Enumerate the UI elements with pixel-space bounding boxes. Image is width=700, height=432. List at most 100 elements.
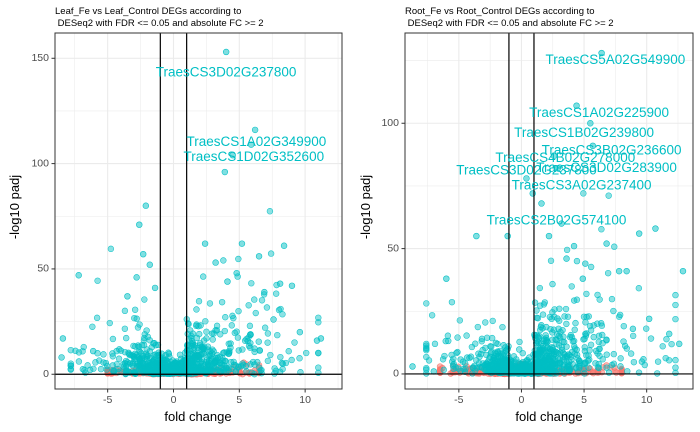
point-significant: [549, 280, 556, 288]
point-significant: [499, 357, 506, 364]
point-significant: [547, 257, 555, 264]
point-significant: [672, 364, 679, 371]
y-tick-label: 100: [31, 157, 49, 169]
point-significant-outlier: [276, 280, 284, 287]
point-significant-outlier: [545, 232, 553, 240]
point-significant: [251, 296, 258, 303]
point-significant: [595, 332, 603, 339]
point-significant: [190, 346, 197, 353]
point-significant: [208, 357, 215, 364]
point-significant-outlier: [212, 259, 219, 266]
point-significant: [246, 322, 254, 329]
point-significant: [543, 348, 550, 356]
point-significant: [195, 365, 202, 372]
point-significant: [208, 330, 216, 337]
point-significant: [189, 330, 197, 337]
point-significant: [610, 307, 617, 315]
point-significant: [576, 363, 583, 370]
point-significant: [563, 246, 571, 254]
point-significant: [537, 326, 544, 334]
point-significant: [113, 347, 120, 355]
point-significant: [75, 349, 83, 356]
point-significant: [203, 335, 210, 342]
gene-label: TraesCS1B02G239800: [514, 125, 654, 140]
point-significant-outlier: [238, 240, 246, 247]
point-significant: [459, 358, 467, 365]
point-significant: [200, 273, 207, 280]
point-significant: [107, 245, 115, 253]
point-significant: [423, 364, 430, 372]
point-significant: [193, 306, 200, 313]
point-significant: [526, 354, 533, 361]
point-significant: [479, 346, 486, 354]
point-significant: [198, 356, 206, 363]
point-significant: [616, 313, 623, 320]
point-significant: [624, 368, 631, 375]
point-significant: [556, 356, 563, 363]
point-significant: [235, 255, 242, 263]
point-significant: [629, 332, 637, 340]
point-significant-outlier: [280, 242, 288, 249]
point-significant: [67, 365, 74, 373]
point-significant: [261, 324, 269, 331]
point-significant: [220, 257, 227, 264]
point-significant: [126, 351, 133, 359]
point-significant: [553, 349, 560, 356]
point-significant: [450, 360, 457, 368]
point-significant: [213, 358, 220, 366]
point-significant: [136, 321, 143, 328]
point-significant: [487, 343, 494, 350]
point-significant: [274, 331, 281, 339]
point-significant: [92, 359, 99, 366]
point-significant: [557, 328, 564, 336]
point-significant-outlier: [89, 347, 97, 355]
point-significant-outlier: [603, 240, 610, 247]
point-significant: [486, 353, 494, 360]
point-significant: [121, 325, 129, 332]
point-significant: [581, 335, 588, 343]
point-significant: [444, 332, 452, 339]
leaf-volcano-chart: Leaf_Fe vs Leaf_Control DEGs according t…: [7, 6, 343, 424]
point-significant: [647, 335, 655, 342]
point-significant: [188, 342, 195, 350]
point-significant-outlier: [133, 274, 140, 281]
point-significant: [605, 192, 612, 199]
point-significant: [263, 304, 271, 311]
point-significant: [672, 356, 679, 364]
x-tick-label: 10: [299, 394, 311, 406]
point-significant-outlier: [229, 151, 236, 159]
point-significant-outlier: [124, 293, 131, 300]
point-significant: [603, 364, 610, 371]
point-significant: [563, 343, 570, 350]
y-tick-label: 100: [381, 117, 399, 129]
point-significant: [627, 350, 635, 357]
point-significant: [457, 367, 464, 375]
point-significant: [297, 369, 304, 376]
point-significant: [75, 358, 83, 365]
point-significant: [137, 348, 144, 356]
point-significant: [596, 296, 603, 303]
point-significant: [572, 319, 579, 327]
point-significant: [570, 297, 578, 304]
point-significant: [165, 350, 173, 358]
point-significant: [203, 328, 210, 335]
point-significant: [516, 338, 523, 346]
point-significant: [575, 357, 583, 365]
point-significant: [423, 300, 430, 307]
point-significant: [255, 338, 262, 345]
point-significant: [630, 358, 638, 366]
panel-border: [54, 32, 343, 390]
point-significant: [228, 322, 235, 329]
point-significant: [251, 348, 258, 356]
point-significant: [672, 315, 679, 323]
point-significant: [590, 333, 597, 341]
point-significant: [476, 363, 483, 371]
point-significant: [233, 328, 240, 335]
point-significant-outlier: [151, 284, 159, 292]
point-significant: [499, 323, 506, 331]
point-significant: [130, 342, 137, 350]
point-significant: [245, 302, 252, 309]
point-significant: [603, 336, 610, 343]
point-significant-outlier: [579, 275, 587, 282]
